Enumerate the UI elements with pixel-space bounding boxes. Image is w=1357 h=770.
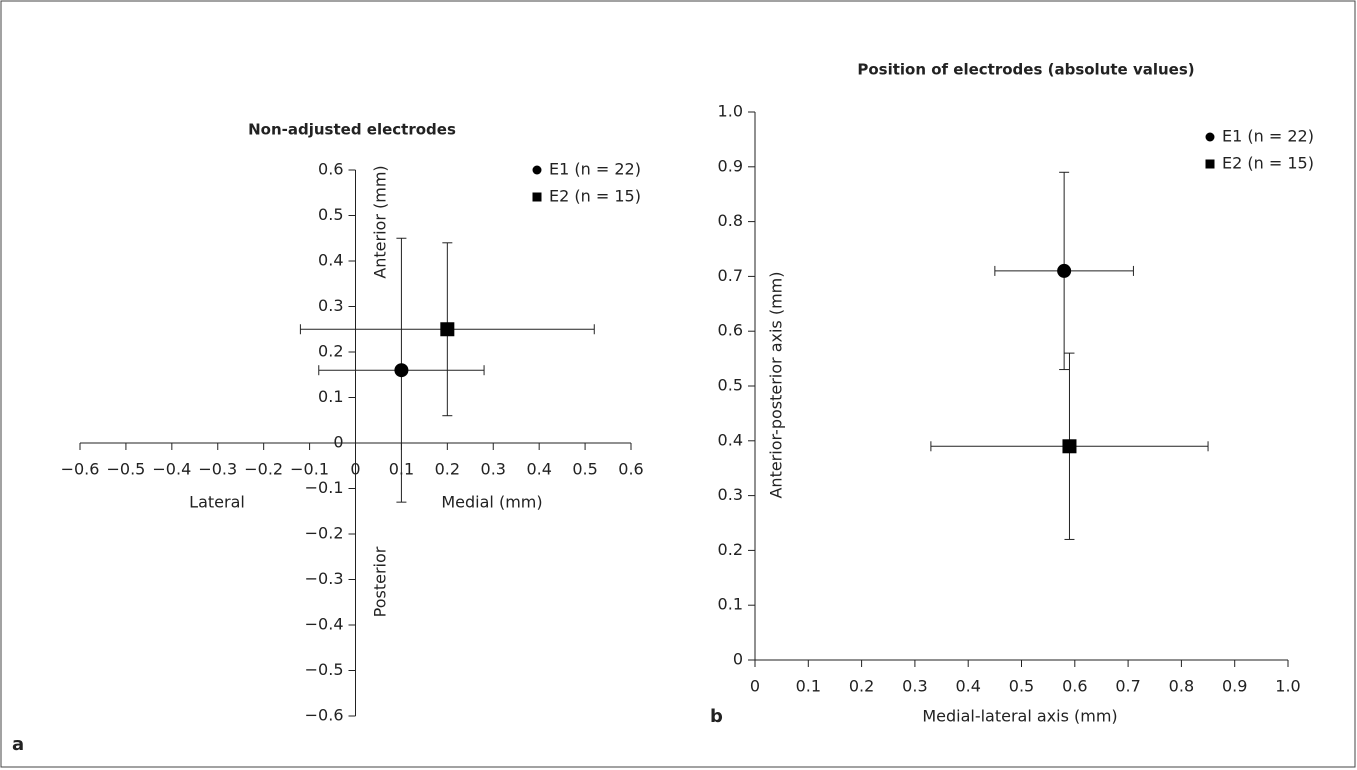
x-tick-label: −0.2 — [244, 460, 283, 479]
y-tick-label: 0.7 — [718, 266, 743, 285]
data-point — [1062, 439, 1077, 454]
y-tick-label: 0.5 — [318, 205, 343, 224]
y-tick-label: 1.0 — [718, 102, 743, 121]
y-tick-label: 0.2 — [318, 342, 343, 361]
x-tick-label: −0.1 — [290, 460, 329, 479]
x-tick-label: 0.6 — [618, 460, 643, 479]
y-tick-label: 0.1 — [718, 595, 743, 614]
y-tick-label: 0.6 — [318, 160, 343, 179]
y-tick-label: −0.5 — [305, 660, 344, 679]
y-tick-label: −0.2 — [305, 524, 344, 543]
y-tick-label: 0.5 — [718, 376, 743, 395]
y-tick-label: 0.8 — [718, 211, 743, 230]
legend-label: E2 (n = 15) — [1222, 154, 1314, 173]
x-tick-label: 0.5 — [572, 460, 597, 479]
y-tick-label: −0.1 — [305, 478, 344, 497]
x-tick-label: 0.3 — [481, 460, 506, 479]
legend-marker — [1205, 132, 1215, 142]
x-tick-label: 0 — [350, 460, 360, 479]
legend-label: E1 (n = 22) — [1222, 127, 1314, 146]
x-axis-label-negative: Lateral — [189, 493, 245, 512]
x-tick-label: 0.8 — [1169, 677, 1194, 696]
x-tick-label: −0.5 — [106, 460, 145, 479]
y-tick-label: −0.6 — [305, 706, 344, 725]
legend-marker — [532, 192, 542, 202]
legend-marker — [1205, 159, 1215, 169]
x-tick-label: 0.4 — [526, 460, 551, 479]
x-tick-label: 0.9 — [1222, 677, 1247, 696]
data-point — [1057, 263, 1072, 278]
x-tick-label: 0.3 — [902, 677, 927, 696]
panel-label: a — [12, 734, 24, 755]
x-tick-label: 0.2 — [435, 460, 460, 479]
legend-label: E2 (n = 15) — [549, 187, 641, 206]
x-tick-label: 0 — [750, 677, 760, 696]
y-tick-label: 0.4 — [318, 251, 343, 270]
y-tick-label: 0 — [733, 650, 743, 669]
data-point — [440, 322, 455, 337]
chart-title: Position of electrodes (absolute values) — [857, 61, 1194, 79]
y-tick-label: 0.1 — [318, 387, 343, 406]
x-tick-label: 0.6 — [1062, 677, 1087, 696]
x-axis-label: Medial (mm) — [441, 493, 542, 512]
x-tick-label: 0.2 — [849, 677, 874, 696]
x-tick-label: 0.4 — [955, 677, 980, 696]
y-tick-label: −0.4 — [305, 615, 344, 634]
y-tick-label: 0.6 — [718, 321, 743, 340]
x-tick-label: −0.6 — [61, 460, 100, 479]
y-tick-label: 0.3 — [718, 485, 743, 504]
x-tick-label: 0.1 — [796, 677, 821, 696]
y-tick-label: 0.2 — [718, 540, 743, 559]
y-tick-label: 0 — [333, 433, 343, 452]
y-axis-label: Anterior (mm) — [371, 165, 390, 278]
y-tick-label: 0.4 — [718, 430, 743, 449]
x-axis-label: Medial-lateral axis (mm) — [922, 707, 1117, 726]
panel-label: b — [710, 706, 723, 727]
x-tick-label: 1.0 — [1275, 677, 1300, 696]
data-point — [394, 363, 409, 378]
chart-title: Non-adjusted electrodes — [248, 121, 456, 139]
y-axis-label: Anterior-posterior axis (mm) — [767, 271, 786, 498]
legend-marker — [532, 165, 542, 175]
legend-label: E1 (n = 22) — [549, 160, 641, 179]
y-tick-label: −0.3 — [305, 569, 344, 588]
x-tick-label: −0.4 — [152, 460, 191, 479]
x-tick-label: 0.5 — [1009, 677, 1034, 696]
x-tick-label: 0.7 — [1115, 677, 1140, 696]
y-tick-label: 0.9 — [718, 156, 743, 175]
y-tick-label: 0.3 — [318, 296, 343, 315]
x-tick-label: −0.3 — [198, 460, 237, 479]
y-axis-label-negative: Posterior — [371, 546, 390, 617]
